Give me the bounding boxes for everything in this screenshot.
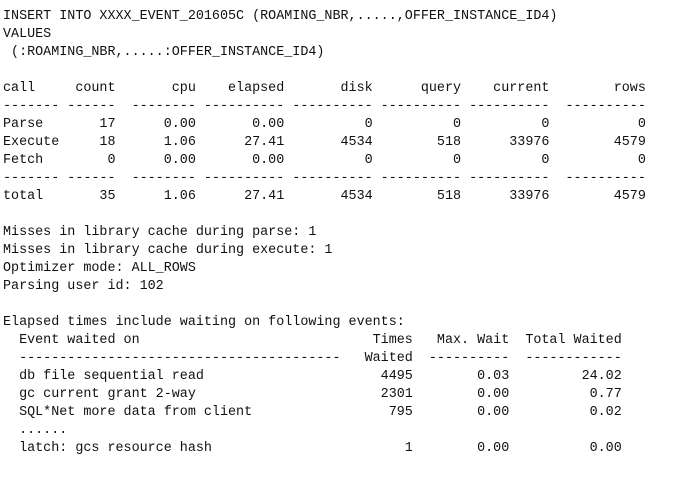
waits-line: ----------------------------------------… [3,351,622,366]
sql-line: VALUES [3,27,52,42]
info-line: Misses in library cache during execute: … [3,243,333,258]
stats-line: ------- ------ -------- ---------- -----… [3,99,646,114]
info-block: Misses in library cache during parse: 1 M… [3,224,684,296]
waits-line: db file sequential read 4495 0.03 24.02 [3,369,622,384]
stats-line: total 35 1.06 27.41 4534 518 33976 4579 [3,189,646,204]
stats-line: Execute 18 1.06 27.41 4534 518 33976 457… [3,135,646,150]
stats-line: call count cpu elapsed disk query curren… [3,81,646,96]
sql-line: (:ROAMING_NBR,.....:OFFER_INSTANCE_ID4) [3,45,325,60]
stats-line: ------- ------ -------- ---------- -----… [3,171,646,186]
waits-line: Elapsed times include waiting on followi… [3,315,405,330]
waits-line: ...... [3,423,68,438]
sql-block: INSERT INTO XXXX_EVENT_201605C (ROAMING_… [3,8,684,62]
stats-line: Parse 17 0.00 0.00 0 0 0 0 [3,117,646,132]
info-line: Optimizer mode: ALL_ROWS [3,261,196,276]
stats-block: call count cpu elapsed disk query curren… [3,80,684,206]
stats-line: Fetch 0 0.00 0.00 0 0 0 0 [3,153,646,168]
waits-line: SQL*Net more data from client 795 0.00 0… [3,405,622,420]
tkprof-document: INSERT INTO XXXX_EVENT_201605C (ROAMING_… [3,8,684,458]
info-line: Parsing user id: 102 [3,279,164,294]
info-line: Misses in library cache during parse: 1 [3,225,317,240]
waits-line: Event waited on Times Max. Wait Total Wa… [3,333,622,348]
waits-line: latch: gcs resource hash 1 0.00 0.00 [3,441,622,456]
waits-line: gc current grant 2-way 2301 0.00 0.77 [3,387,622,402]
waits-block: Elapsed times include waiting on followi… [3,314,684,458]
sql-line: INSERT INTO XXXX_EVENT_201605C (ROAMING_… [3,9,558,24]
